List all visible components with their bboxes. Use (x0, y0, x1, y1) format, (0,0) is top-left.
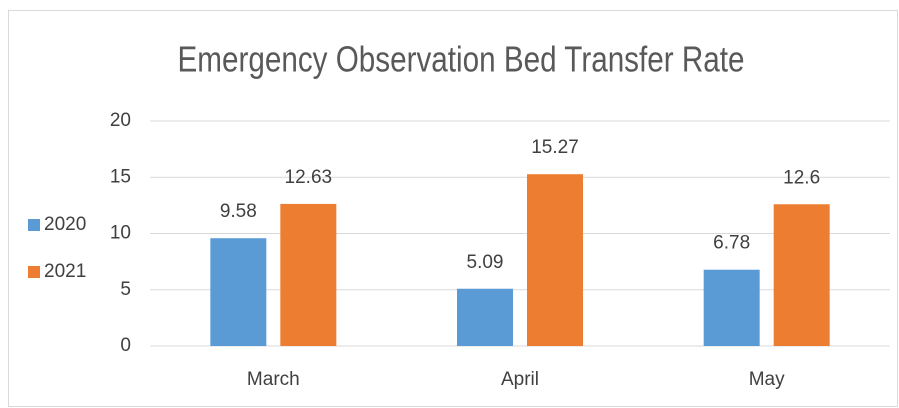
y-tick-label: 0 (120, 335, 131, 356)
x-tick-label: May (749, 369, 785, 390)
legend-swatch (28, 219, 40, 231)
data-label: 12.6 (783, 167, 820, 188)
y-tick-label: 5 (120, 279, 131, 300)
data-label: 15.27 (531, 137, 579, 158)
bar (457, 288, 513, 346)
legend-label: 2020 (44, 214, 86, 235)
y-tick-label: 15 (110, 166, 131, 187)
bar (527, 174, 583, 346)
data-label: 12.63 (285, 167, 333, 188)
data-label: 6.78 (713, 233, 750, 254)
chart-title: Emergency Observation Bed Transfer Rate (178, 39, 745, 80)
bar (280, 203, 337, 346)
x-tick-label: March (247, 369, 300, 390)
data-label: 9.58 (220, 201, 257, 222)
y-tick-label: 10 (110, 223, 131, 244)
bar (210, 238, 267, 346)
data-label: 5.09 (467, 252, 504, 273)
legend-swatch (28, 266, 40, 278)
bar (703, 269, 760, 346)
x-tick-label: April (501, 369, 539, 390)
legend-label: 2021 (44, 261, 86, 282)
bar (773, 204, 830, 346)
y-tick-label: 20 (110, 110, 131, 131)
